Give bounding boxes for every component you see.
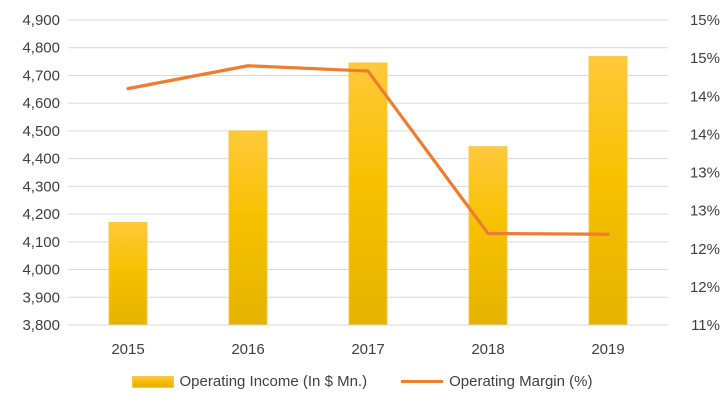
right-tick-label: 12% [690, 241, 720, 258]
legend-line-swatch [401, 380, 444, 383]
income-bar-2018 [468, 146, 508, 326]
left-tick-label: 4,800 [22, 40, 60, 57]
legend-income-label: Operating Income (In $ Mn.) [179, 373, 368, 390]
left-axis: 3,800 3,900 4,000 4,100 4,200 4,300 4,400 4,500… [22, 12, 60, 334]
left-tick-label: 4,300 [22, 178, 60, 195]
right-tick-label: 15% [690, 50, 720, 67]
income-bar-2016 [228, 130, 268, 326]
right-tick-label: 14% [690, 88, 720, 105]
left-tick-label: 3,800 [22, 317, 60, 334]
margin-line [126, 64, 610, 236]
right-tick-label: 13% [690, 203, 720, 220]
income-bar-2019 [588, 56, 628, 326]
income-bar-2015 [108, 221, 148, 326]
right-axis: 11% 12% 12% 13% 13% 14% 14% 15% 15% [690, 12, 720, 334]
legend-item-margin: Operating Margin (%) [401, 373, 592, 390]
combo-chart: 3,800 3,900 4,000 4,100 4,200 4,300 4,400 4,500… [22, 12, 720, 358]
legend-item-income: Operating Income (In $ Mn.) [131, 373, 368, 390]
x-tick-label: 2017 [351, 341, 384, 358]
x-tick-label: 2018 [471, 341, 504, 358]
left-tick-label: 4,600 [22, 95, 60, 112]
bars [108, 56, 628, 326]
right-tick-label: 15% [690, 12, 720, 29]
left-tick-label: 4,100 [22, 234, 60, 251]
left-tick-label: 4,700 [22, 67, 60, 84]
right-tick-label: 14% [690, 126, 720, 143]
left-tick-label: 4,500 [22, 123, 60, 140]
left-tick-label: 4,900 [22, 12, 60, 29]
left-tick-label: 4,400 [22, 151, 60, 168]
right-tick-label: 12% [690, 279, 720, 296]
income-bar-2017 [348, 62, 388, 326]
right-tick-label: 11% [691, 317, 720, 334]
x-tick-label: 2019 [591, 341, 624, 358]
legend-bar-swatch [131, 375, 174, 388]
left-tick-label: 4,000 [22, 262, 60, 279]
legend: Operating Income (In $ Mn.) Operating Ma… [0, 373, 724, 390]
x-axis: 2015 2016 2017 2018 2019 [68, 324, 668, 358]
x-tick-label: 2016 [231, 341, 264, 358]
legend-margin-label: Operating Margin (%) [449, 373, 593, 390]
right-tick-label: 13% [690, 165, 720, 182]
left-tick-label: 4,200 [22, 206, 60, 223]
left-tick-label: 3,900 [22, 289, 60, 306]
x-tick-label: 2015 [111, 341, 144, 358]
